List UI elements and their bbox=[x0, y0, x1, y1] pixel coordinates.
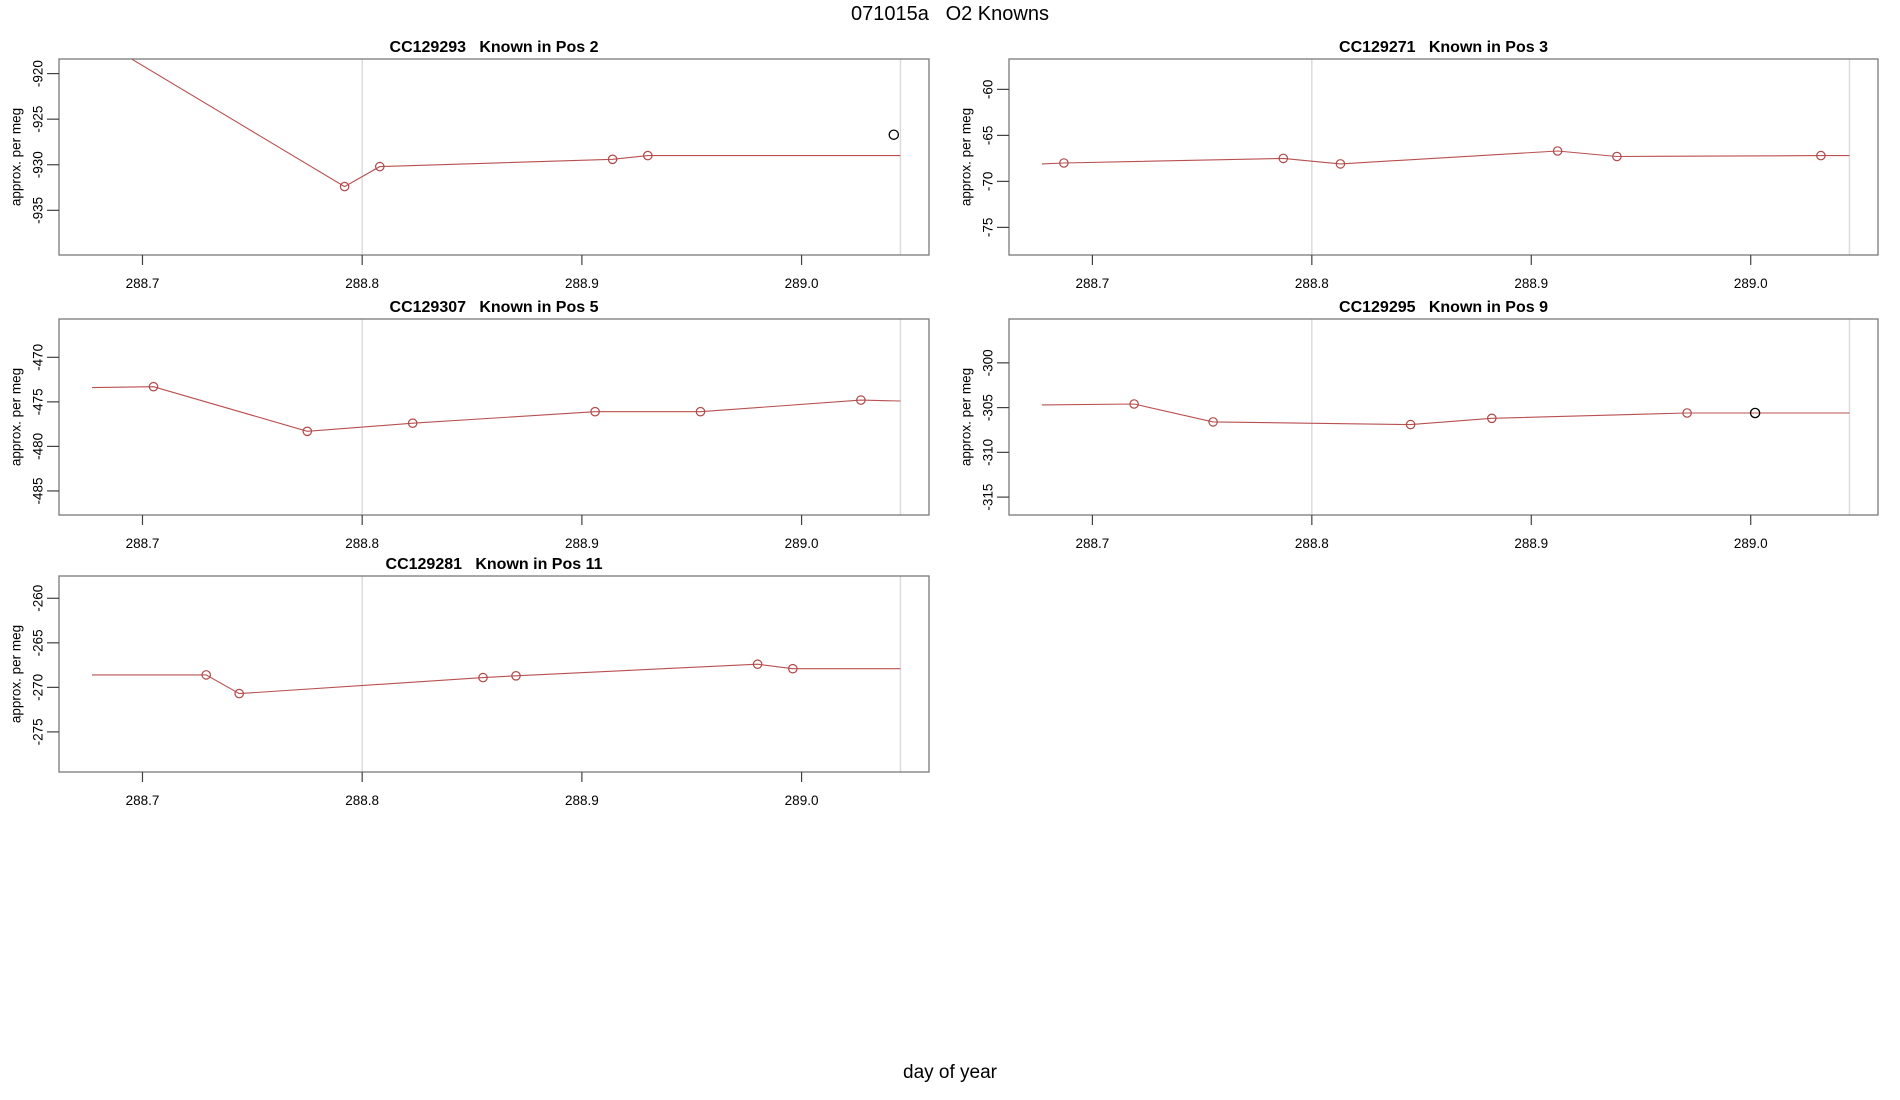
series-line bbox=[92, 663, 901, 695]
y-axis-label: approx. per meg bbox=[9, 108, 24, 206]
y-axis-label: approx. per meg bbox=[959, 108, 974, 206]
data-point-marker bbox=[1552, 146, 1563, 156]
y-tick-label: -480 bbox=[31, 433, 46, 460]
x-tick-label: 289.0 bbox=[785, 793, 819, 808]
y-tick-label: -270 bbox=[31, 674, 46, 701]
data-point-marker bbox=[234, 688, 244, 699]
y-tick-label: -475 bbox=[31, 388, 46, 415]
data-point-marker bbox=[339, 181, 350, 192]
data-point-marker bbox=[148, 381, 159, 392]
y-axis-label: approx. per meg bbox=[9, 625, 24, 723]
data-point-marker bbox=[590, 406, 600, 417]
data-point-marker bbox=[374, 161, 385, 172]
panel-CC129271: 288.7 288.8 288.9 289.0 -60 -65 -70 -75 approx. … bbox=[959, 39, 1879, 291]
figure-title: 071015a O2 Knowns bbox=[851, 3, 1049, 25]
y-tick-label: -470 bbox=[31, 344, 46, 371]
data-point-marker bbox=[201, 670, 211, 680]
data-point-marker bbox=[607, 154, 618, 165]
y-tick-label: -925 bbox=[31, 106, 46, 133]
x-axis-label: day of year bbox=[903, 1062, 997, 1083]
special-point-marker bbox=[888, 129, 900, 140]
data-point-marker bbox=[302, 426, 313, 437]
data-point-marker bbox=[1059, 158, 1069, 168]
x-tick-label: 288.9 bbox=[565, 536, 599, 551]
y-tick-label: -485 bbox=[31, 477, 46, 504]
data-point-marker bbox=[1612, 151, 1622, 162]
x-tick-label: 289.0 bbox=[1734, 276, 1768, 291]
data-point-marker bbox=[695, 406, 706, 417]
x-tick-label: 288.8 bbox=[345, 276, 379, 291]
plot-frame bbox=[58, 575, 930, 773]
panel-title: CC129293 Known in Pos 2 bbox=[390, 39, 599, 56]
panel-title: CC129307 Known in Pos 5 bbox=[390, 299, 599, 316]
panel-CC129293: 288.7 288.8 288.9 289.0 -920 -925 -930 -935 appr… bbox=[9, 39, 930, 291]
y-tick-label: -60 bbox=[981, 80, 996, 100]
y-tick-label: -300 bbox=[981, 349, 996, 376]
data-point-marker bbox=[642, 150, 653, 161]
x-tick-label: 288.9 bbox=[565, 276, 599, 291]
x-tick-label: 288.9 bbox=[1514, 276, 1548, 291]
x-tick-label: 288.7 bbox=[126, 793, 160, 808]
x-tick-label: 288.9 bbox=[565, 793, 599, 808]
panel-title: CC129281 Known in Pos 11 bbox=[386, 556, 603, 573]
y-tick-label: -265 bbox=[31, 629, 46, 656]
x-tick-label: 288.7 bbox=[126, 536, 160, 551]
data-point-marker bbox=[1208, 417, 1218, 427]
special-point-marker bbox=[1749, 407, 1761, 419]
y-axis-label: approx. per meg bbox=[9, 368, 24, 466]
data-point-marker bbox=[1487, 413, 1497, 424]
data-point-marker bbox=[478, 672, 488, 683]
panel-CC129295: 288.7 288.8 288.9 289.0 -300 -305 -310 -315 appr… bbox=[959, 299, 1879, 551]
data-point-marker bbox=[1405, 419, 1416, 430]
plot-frame bbox=[1008, 318, 1879, 516]
data-point-marker bbox=[787, 663, 798, 674]
y-tick-label: -935 bbox=[31, 197, 46, 224]
data-point-marker bbox=[1335, 159, 1346, 169]
data-point-marker bbox=[511, 670, 521, 681]
panel-CC129281: 288.7 288.8 288.9 289.0 -260 -265 -270 -275 appr… bbox=[9, 556, 930, 808]
data-point-marker bbox=[1816, 150, 1826, 161]
data-point-marker bbox=[752, 659, 763, 669]
data-point-marker bbox=[1682, 408, 1692, 418]
y-axis-label: approx. per meg bbox=[959, 368, 974, 466]
x-tick-label: 288.9 bbox=[1514, 536, 1548, 551]
series-line bbox=[130, 59, 901, 188]
x-tick-label: 288.7 bbox=[1075, 536, 1109, 551]
plot-frame bbox=[1008, 58, 1879, 256]
y-tick-label: -275 bbox=[31, 718, 46, 745]
y-tick-label: -65 bbox=[981, 126, 996, 146]
y-tick-label: -920 bbox=[31, 60, 46, 87]
panel-title: CC129271 Known in Pos 3 bbox=[1339, 39, 1548, 56]
data-point-marker bbox=[407, 418, 418, 428]
y-tick-label: -305 bbox=[981, 394, 996, 421]
x-tick-label: 288.7 bbox=[126, 276, 160, 291]
x-tick-label: 288.7 bbox=[1075, 276, 1109, 291]
x-tick-label: 289.0 bbox=[785, 536, 819, 551]
series-line bbox=[91, 386, 901, 432]
data-point-marker bbox=[1278, 153, 1289, 164]
series-line bbox=[1041, 150, 1850, 165]
series-line bbox=[1041, 403, 1850, 426]
y-tick-label: -930 bbox=[31, 151, 46, 178]
x-tick-label: 289.0 bbox=[1734, 536, 1768, 551]
x-tick-label: 288.8 bbox=[345, 536, 379, 551]
data-point-marker bbox=[856, 395, 866, 405]
x-tick-label: 288.8 bbox=[345, 793, 379, 808]
y-tick-label: -310 bbox=[981, 439, 996, 466]
x-tick-label: 289.0 bbox=[785, 276, 819, 291]
data-point-marker bbox=[1129, 399, 1139, 409]
y-tick-label: -70 bbox=[981, 172, 996, 192]
x-tick-label: 288.8 bbox=[1295, 276, 1329, 291]
y-tick-label: -260 bbox=[31, 585, 46, 612]
x-tick-label: 288.8 bbox=[1295, 536, 1329, 551]
panel-title: CC129295 Known in Pos 9 bbox=[1339, 299, 1548, 316]
panel-CC129307: 288.7 288.8 288.9 289.0 -470 -475 -480 -485 appr… bbox=[9, 299, 930, 551]
y-tick-label: -315 bbox=[981, 484, 996, 511]
y-tick-label: -75 bbox=[981, 218, 996, 238]
plot-frame bbox=[58, 318, 930, 516]
plot-frame bbox=[58, 58, 930, 256]
